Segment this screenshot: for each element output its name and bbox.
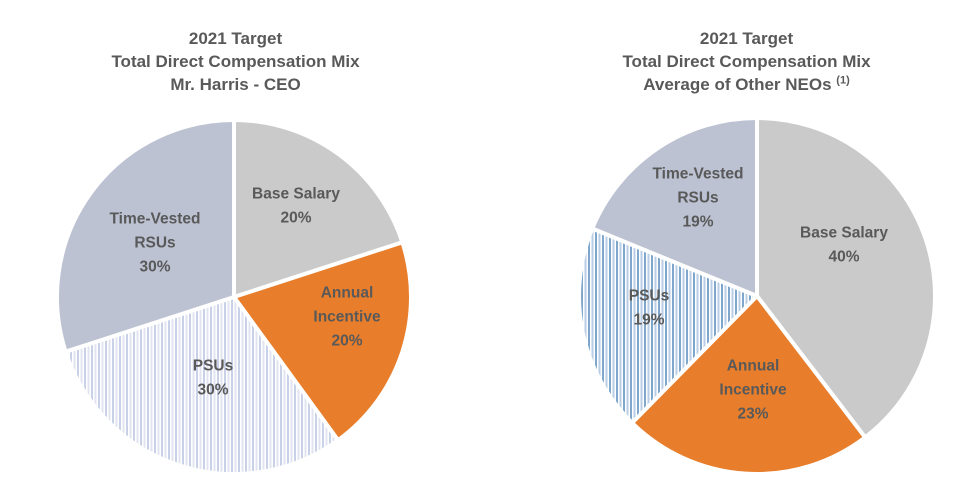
slice-label-time-vested-rsus: Time-Vested RSUs 19% bbox=[652, 166, 743, 231]
chart-title-line: Average of Other NEOs (1) bbox=[505, 73, 966, 96]
chart-title-line: Total Direct Compensation Mix bbox=[111, 52, 360, 71]
footnote-marker: (1) bbox=[836, 74, 850, 87]
chart-title-line: Total Direct Compensation Mix bbox=[622, 52, 871, 71]
chart-title-ceo: 2021 Target Total Direct Compensation Mi… bbox=[0, 27, 477, 96]
pie-svg-other-neos: Base Salary 40% Annual Incentive 23% PSUs 19% T… bbox=[577, 116, 937, 476]
slice-label-psus: PSUs 19% bbox=[629, 288, 670, 329]
chart-title-other-neos: 2021 Target Total Direct Compensation Mi… bbox=[505, 27, 966, 96]
chart-title-line-text: Average of Other NEOs bbox=[643, 75, 832, 94]
pie-slice-base-salary bbox=[232, 118, 405, 299]
slice-label-base-salary: Base Salary 20% bbox=[252, 186, 340, 227]
slice-label-time-vested-rsus: Time-Vested RSUs 30% bbox=[109, 211, 200, 276]
slice-label-annual-incentive: Annual Incentive 23% bbox=[719, 358, 787, 423]
pie-svg-ceo: Base Salary 20% Annual Incentive 20% PSUs 30% T… bbox=[55, 118, 413, 476]
pie-slice-time-vested-rsus bbox=[55, 118, 236, 354]
pie-slice-annual-incentive bbox=[630, 294, 868, 476]
pie-slice-time-vested-rsus bbox=[590, 116, 759, 298]
pie-slice-base-salary bbox=[755, 116, 937, 440]
pie-slice-psus bbox=[577, 226, 759, 425]
chart-title-line: Mr. Harris - CEO bbox=[170, 75, 301, 94]
slice-label-base-salary: Base Salary 40% bbox=[800, 225, 888, 266]
pie-chart-ceo: 2021 Target Total Direct Compensation Mi… bbox=[0, 27, 477, 476]
pie-slice-psus bbox=[63, 295, 341, 476]
pie-slice-annual-incentive bbox=[232, 240, 413, 443]
chart-title-line: 2021 Target bbox=[699, 29, 794, 48]
pie-chart-other-neos: 2021 Target Total Direct Compensation Mi… bbox=[483, 0, 966, 482]
slice-label-annual-incentive: Annual Incentive 20% bbox=[313, 285, 381, 350]
chart-title-line: 2021 Target bbox=[188, 29, 283, 48]
slice-label-psus: PSUs 30% bbox=[193, 358, 234, 399]
